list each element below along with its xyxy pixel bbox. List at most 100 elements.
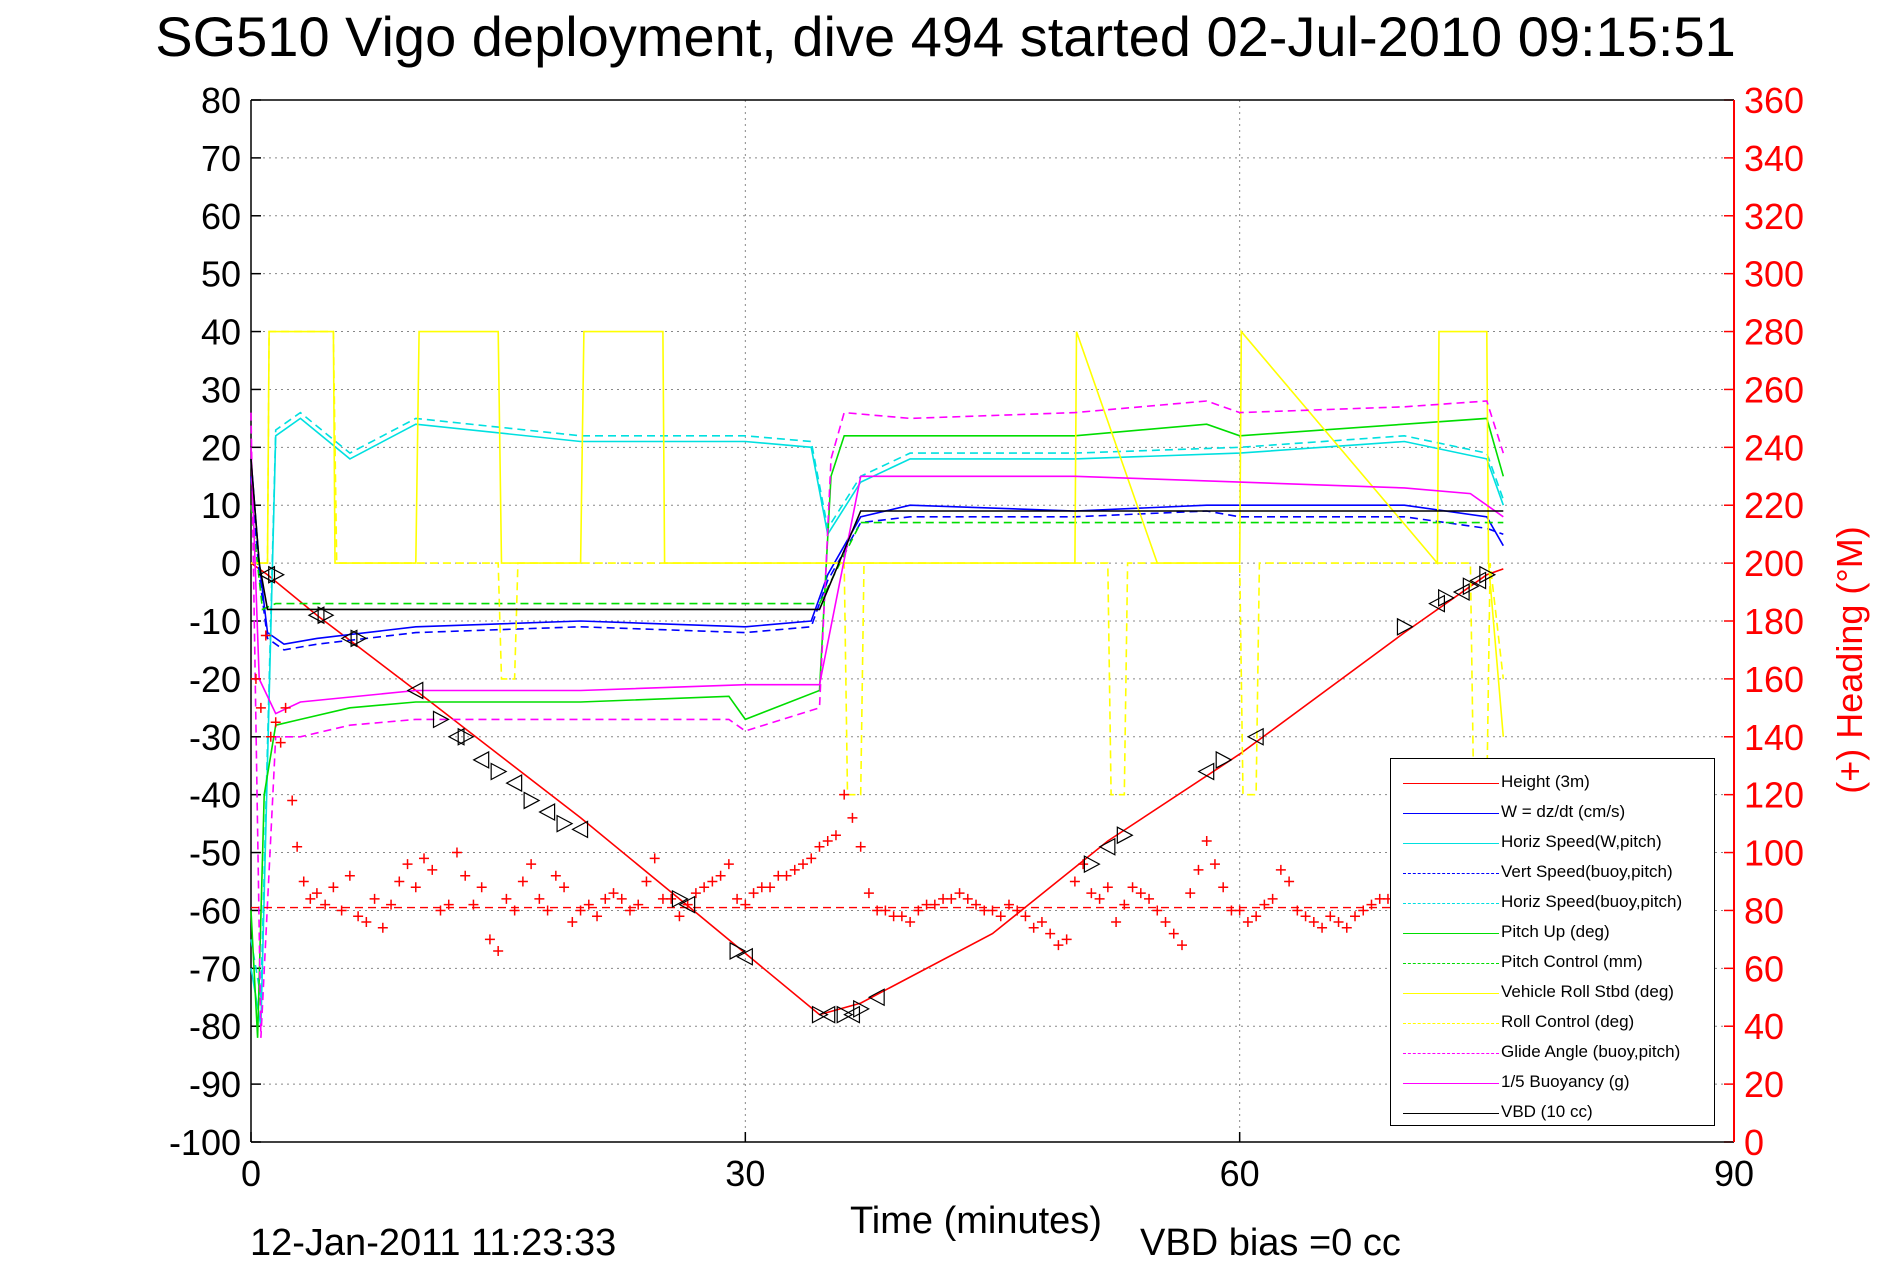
legend-label: Pitch Control (mm) — [1501, 952, 1643, 971]
triangle-marker — [678, 895, 696, 914]
legend-label: W = dz/dt (cm/s) — [1501, 802, 1626, 821]
heading-point — [559, 882, 570, 893]
heading-point — [682, 899, 693, 910]
triangle-marker — [1396, 617, 1414, 636]
triangle-marker — [571, 820, 589, 839]
heading-point — [789, 864, 800, 875]
heading-point — [987, 905, 998, 916]
legend-swatch — [1403, 813, 1499, 814]
heading-point — [830, 830, 841, 841]
legend-swatch — [1403, 1053, 1499, 1054]
heading-point — [732, 893, 743, 904]
y2-tick-label: 100 — [1744, 833, 1804, 874]
date-stamp: 12-Jan-2011 11:23:33 — [250, 1222, 617, 1264]
heading-point — [880, 905, 891, 916]
triangle-marker — [490, 762, 508, 781]
series-line-3 — [250, 476, 1504, 651]
y2-tick-label: 260 — [1744, 369, 1804, 410]
heading-points — [250, 630, 1504, 956]
heading-point — [839, 789, 850, 800]
y2-tick-label: 340 — [1744, 138, 1804, 179]
heading-point — [641, 876, 652, 887]
legend-swatch — [1403, 903, 1499, 904]
heading-point — [715, 870, 726, 881]
heading-point — [369, 893, 380, 904]
triangle-marker — [447, 727, 465, 746]
y2-tick-label: 320 — [1744, 196, 1804, 237]
y-tick-label: 70 — [201, 138, 241, 179]
heading-point — [608, 888, 619, 899]
heading-point — [913, 905, 924, 916]
heading-point — [674, 911, 685, 922]
triangle-marker — [1197, 762, 1215, 781]
heading-point — [1078, 859, 1089, 870]
triangle-marker — [538, 803, 556, 822]
y-tick-label: -10 — [189, 601, 241, 642]
heading-point — [1350, 911, 1361, 922]
legend: Height (3m) W = dz/dt (cm/s) Horiz Speed(W… — [1390, 758, 1715, 1126]
triangle-marker — [307, 606, 325, 625]
heading-point — [344, 870, 355, 881]
legend-label: Horiz Speed(W,pitch) — [1501, 832, 1662, 851]
heading-point — [1366, 899, 1377, 910]
legend-item: Horiz Speed(buoy,pitch) — [1391, 889, 1714, 919]
heading-point — [666, 893, 677, 904]
y-tick-label: 10 — [201, 485, 241, 526]
y-tick-label: -40 — [189, 775, 241, 816]
heading-point — [723, 859, 734, 870]
heading-point — [863, 888, 874, 899]
x-tick-label: 60 — [1220, 1153, 1260, 1194]
y-tick-label: 0 — [221, 543, 241, 584]
heading-point — [1284, 876, 1295, 887]
heading-point — [1168, 928, 1179, 939]
legend-swatch — [1403, 783, 1499, 784]
y-tick-label: -100 — [169, 1122, 241, 1163]
x-tick-label: 90 — [1714, 1153, 1754, 1194]
heading-point — [567, 917, 578, 928]
heading-point — [748, 888, 759, 899]
y2-tick-label: 300 — [1744, 254, 1804, 295]
heading-point — [402, 859, 413, 870]
legend-swatch — [1403, 1023, 1499, 1024]
chart-title: SG510 Vigo deployment, dive 494 started … — [155, 5, 1736, 68]
triangle-marker — [853, 999, 870, 1018]
heading-point — [1317, 922, 1328, 933]
y-tick-label: 60 — [201, 196, 241, 237]
series-line-0 — [250, 562, 1504, 1016]
vbd-bias-label: VBD bias =0 cc — [1140, 1222, 1401, 1264]
legend-label: Height (3m) — [1501, 772, 1590, 791]
x-tick-label: 30 — [725, 1153, 765, 1194]
heading-point — [1069, 876, 1080, 887]
legend-item: Roll Control (deg) — [1391, 1009, 1714, 1039]
y-tick-label: 50 — [201, 254, 241, 295]
legend-swatch — [1403, 963, 1499, 964]
y2-tick-label: 60 — [1744, 948, 1784, 989]
heading-point — [995, 911, 1006, 922]
triangle-marker — [1438, 588, 1455, 607]
heading-point — [287, 795, 298, 806]
heading-point — [905, 917, 916, 928]
y2-tick-label: 280 — [1744, 312, 1804, 353]
triangle-marker — [258, 565, 276, 584]
heading-point — [1020, 911, 1031, 922]
heading-point — [501, 893, 512, 904]
heading-point — [292, 841, 303, 852]
right-axis-label: (+) Heading (°M) — [1829, 526, 1870, 793]
heading-point — [896, 911, 907, 922]
legend-swatch — [1403, 993, 1499, 994]
legend-swatch — [1403, 843, 1499, 844]
series-line-8 — [251, 330, 1505, 796]
legend-item: Vehicle Roll Stbd (deg) — [1391, 979, 1714, 1009]
x-tick-label: 0 — [241, 1153, 261, 1194]
heading-point — [419, 853, 430, 864]
heading-point — [1185, 888, 1196, 899]
heading-point — [1267, 893, 1278, 904]
heading-point — [1012, 905, 1023, 916]
heading-point — [1193, 864, 1204, 875]
heading-point — [1333, 917, 1344, 928]
triangle-marker — [1452, 583, 1470, 602]
legend-label: Glide Angle (buoy,pitch) — [1501, 1042, 1681, 1061]
heading-point — [550, 870, 561, 881]
heading-point — [690, 888, 701, 899]
heading-point — [855, 841, 866, 852]
